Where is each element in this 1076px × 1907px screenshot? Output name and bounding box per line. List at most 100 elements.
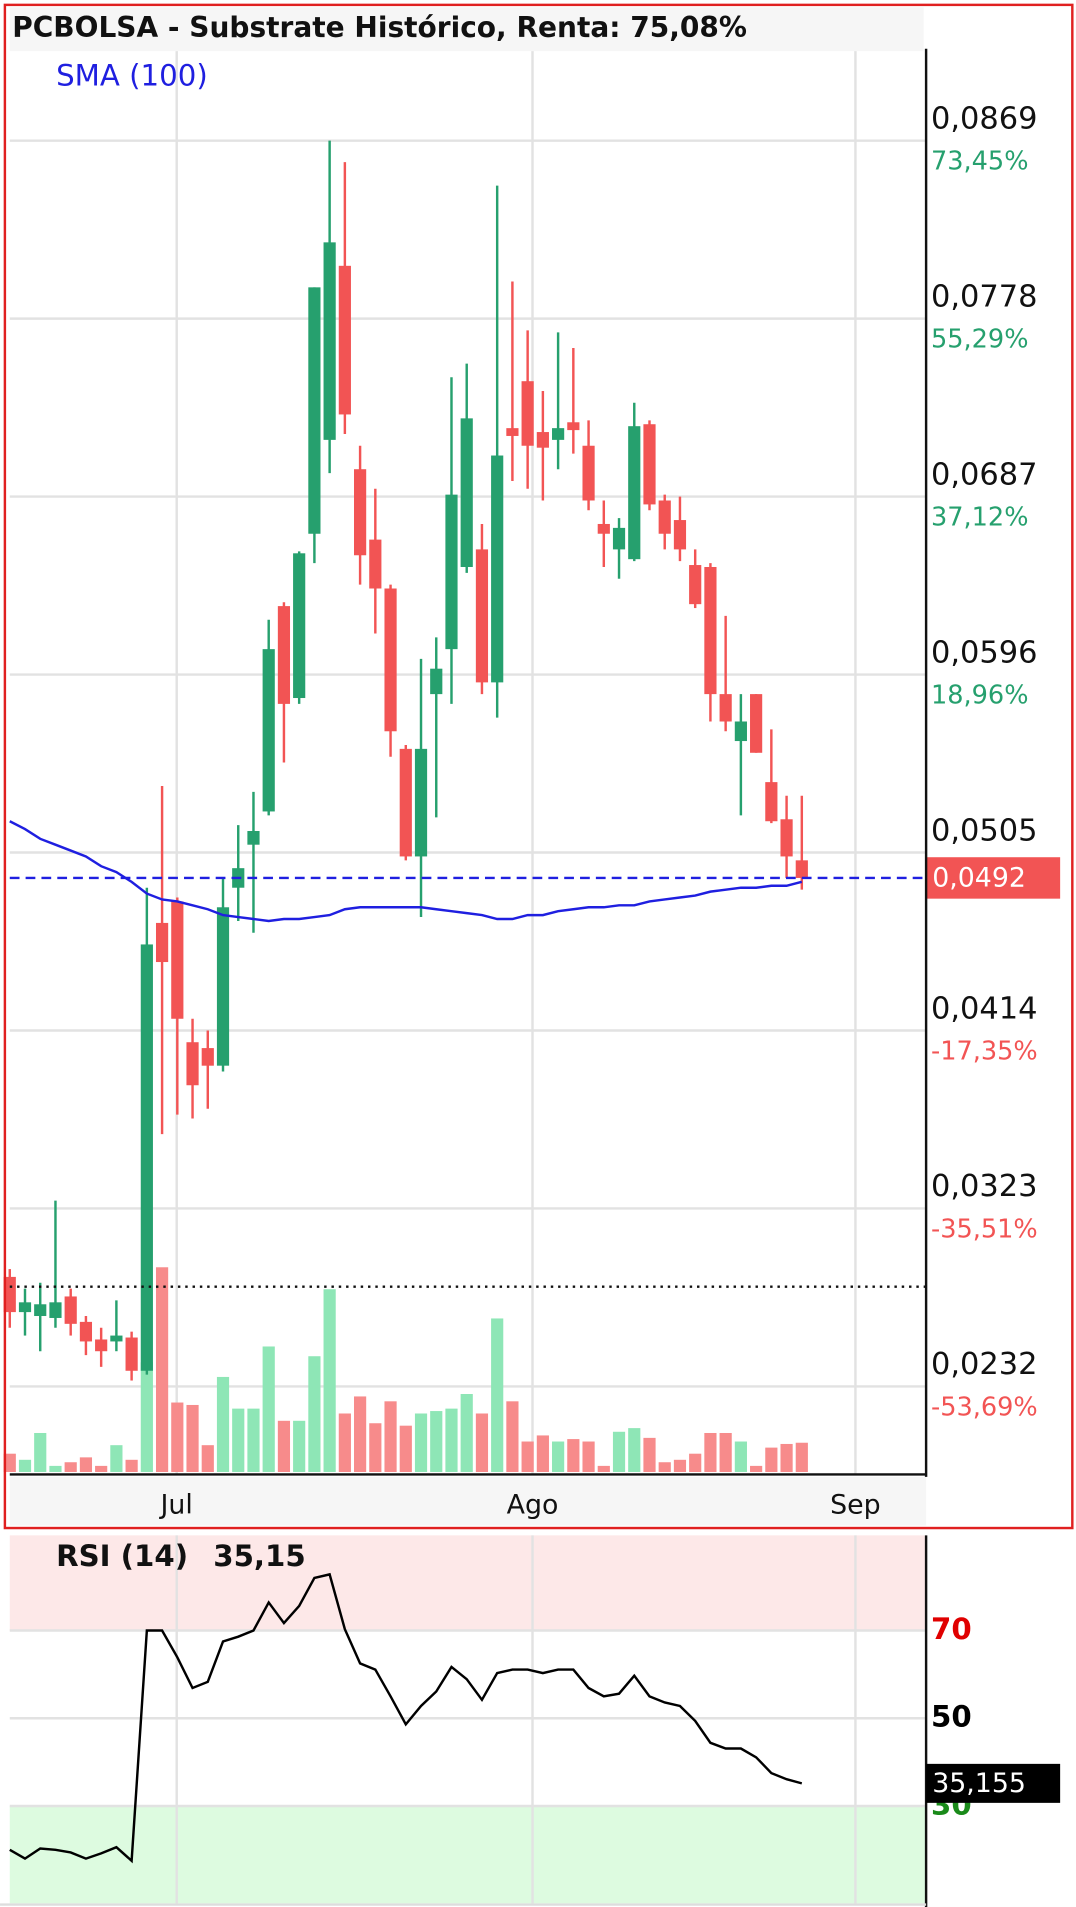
volume-bar bbox=[293, 1420, 306, 1472]
candle-body bbox=[186, 1042, 199, 1086]
candle-body bbox=[399, 748, 412, 857]
rsi-tick-label: 70 bbox=[931, 1612, 972, 1646]
y-percent-label: -53,69% bbox=[931, 1392, 1038, 1422]
volume-bar bbox=[460, 1393, 473, 1472]
candle-body bbox=[34, 1304, 47, 1317]
volume-bar bbox=[734, 1441, 747, 1472]
volume-bar bbox=[597, 1465, 610, 1472]
candle-body bbox=[552, 428, 565, 440]
candle-body bbox=[612, 527, 626, 550]
y-percent-label: 73,45% bbox=[931, 147, 1029, 177]
volume-bar bbox=[780, 1443, 793, 1472]
volume-bar bbox=[18, 1459, 32, 1472]
volume-bar bbox=[384, 1401, 397, 1472]
y-tick-label: 0,0414 bbox=[931, 991, 1038, 1026]
candle-body bbox=[201, 1048, 214, 1066]
oversold-zone bbox=[9, 1805, 927, 1904]
volume-bar bbox=[445, 1408, 458, 1472]
y-percent-label: 55,29% bbox=[931, 325, 1029, 355]
candle-body bbox=[491, 455, 504, 683]
candle-body bbox=[384, 588, 397, 732]
volume-bar bbox=[567, 1439, 580, 1472]
candle-body bbox=[536, 432, 549, 448]
volume-bar bbox=[308, 1356, 321, 1472]
candle-body bbox=[369, 539, 382, 589]
candle-body bbox=[719, 694, 732, 722]
volume-bar bbox=[95, 1465, 108, 1472]
volume-bar bbox=[521, 1441, 534, 1472]
y-tick-label: 0,0505 bbox=[931, 813, 1038, 848]
candle-body bbox=[567, 422, 580, 431]
volume-bar bbox=[49, 1465, 62, 1472]
volume-bar bbox=[323, 1289, 336, 1472]
candle-body bbox=[308, 287, 321, 534]
volume-bar bbox=[155, 1267, 169, 1472]
volume-bar bbox=[338, 1413, 351, 1472]
volume-bar bbox=[689, 1453, 702, 1472]
volume-bar bbox=[277, 1420, 291, 1472]
volume-bar bbox=[354, 1396, 367, 1472]
y-tick-label: 0,0596 bbox=[931, 635, 1038, 670]
volume-bar bbox=[475, 1413, 489, 1472]
volume-bar bbox=[399, 1425, 412, 1472]
volume-bar bbox=[140, 1362, 153, 1472]
candle-body bbox=[430, 668, 443, 695]
volume-bar bbox=[491, 1318, 504, 1472]
legend-sma: SMA (100) bbox=[56, 58, 208, 92]
current-price-box bbox=[926, 857, 1061, 899]
volume-bar bbox=[232, 1408, 245, 1472]
candle-body bbox=[3, 1276, 16, 1313]
candle-body bbox=[323, 242, 336, 440]
volume-bar bbox=[430, 1411, 443, 1472]
x-tick-label: Sep bbox=[830, 1490, 881, 1521]
rsi-marker-box bbox=[926, 1763, 1061, 1803]
candle-body bbox=[582, 445, 595, 501]
candle-body bbox=[628, 426, 641, 560]
candle-body bbox=[460, 418, 473, 567]
candle-body bbox=[293, 553, 306, 699]
y-tick-label: 0,0687 bbox=[931, 457, 1038, 492]
candle-body bbox=[95, 1339, 108, 1352]
y-percent-label: 18,96% bbox=[931, 680, 1029, 710]
candle-body bbox=[765, 782, 778, 822]
candle-body bbox=[414, 748, 428, 857]
volume-bar bbox=[34, 1432, 47, 1472]
overbought-zone bbox=[9, 1535, 927, 1631]
rsi-title: RSI (14) bbox=[56, 1539, 188, 1573]
y-percent-label: 37,12% bbox=[931, 503, 1029, 533]
y-tick-label: 0,0323 bbox=[931, 1169, 1038, 1204]
chart-title: PCBOLSA - Substrate Histórico, Renta: 75… bbox=[12, 11, 747, 44]
y-tick-label: 0,0778 bbox=[931, 279, 1038, 314]
candle-body bbox=[643, 424, 656, 505]
candle-body bbox=[155, 922, 169, 963]
current-price-label: 0,0492 bbox=[932, 863, 1026, 894]
volume-bar bbox=[506, 1401, 519, 1472]
volume-bar bbox=[795, 1442, 808, 1472]
candle-body bbox=[750, 694, 763, 753]
x-axis-band bbox=[9, 1476, 927, 1526]
volume-bar bbox=[414, 1413, 428, 1472]
candle-body bbox=[18, 1302, 32, 1313]
volume-bar bbox=[201, 1445, 214, 1472]
rsi-tick-label: 50 bbox=[931, 1700, 972, 1734]
candle-body bbox=[795, 860, 808, 878]
x-tick-label: Jul bbox=[159, 1490, 193, 1521]
volume-bar bbox=[536, 1435, 549, 1472]
candle-body bbox=[475, 549, 489, 683]
y-percent-label: -35,51% bbox=[931, 1214, 1038, 1244]
candle-body bbox=[658, 500, 671, 534]
y-tick-label: 0,0869 bbox=[931, 101, 1038, 136]
chart-border bbox=[3, 3, 1074, 1530]
candle-body bbox=[704, 566, 717, 695]
candle-body bbox=[338, 265, 351, 415]
candle-body bbox=[140, 944, 153, 1371]
candle-body bbox=[216, 907, 230, 1066]
candle-body bbox=[506, 428, 519, 436]
candle-body bbox=[277, 606, 291, 704]
candle-body bbox=[262, 649, 275, 812]
candle-body bbox=[354, 469, 367, 556]
volume-bar bbox=[216, 1376, 230, 1472]
candle-body bbox=[597, 523, 610, 534]
